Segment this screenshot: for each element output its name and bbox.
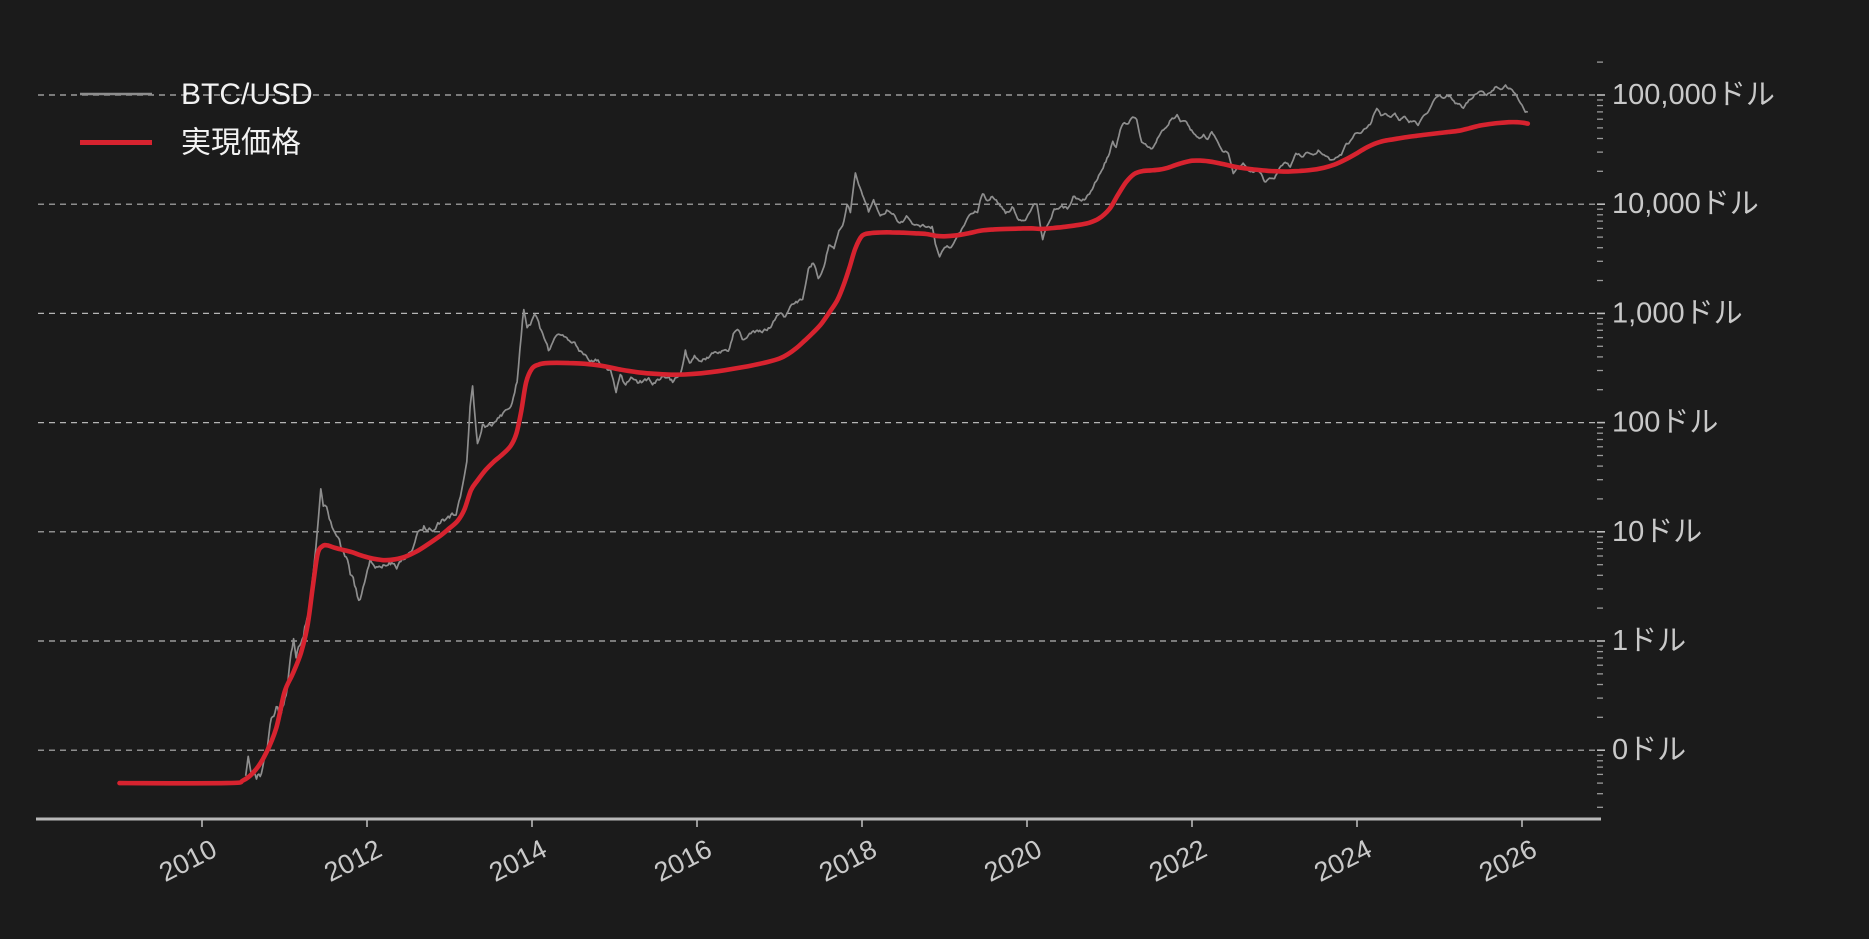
legend: BTC/USD 実現価格 <box>80 78 313 160</box>
x-tick-label: 2014 <box>484 834 551 888</box>
y-gridlines <box>38 94 1598 751</box>
y-tick-label: 100ドル <box>1612 407 1718 439</box>
y-tick-labels: 100,000ドル 10,000ドル 1,000ドル 100ドル 10ドル 1ドル 0ドル <box>1612 79 1775 766</box>
x-tick-label: 2010 <box>154 834 221 888</box>
x-tick-label: 2016 <box>649 834 716 888</box>
y-tick-label: 10,000ドル <box>1612 188 1759 220</box>
y-tick-label: 1ドル <box>1612 625 1686 657</box>
x-tick-label: 2012 <box>319 834 386 888</box>
x-tick-label: 2018 <box>814 834 881 888</box>
x-tick-marks <box>201 820 1523 827</box>
y-tick-label: 1,000ドル <box>1612 297 1743 329</box>
x-tick-label: 2026 <box>1474 834 1541 888</box>
x-tick-label: 2022 <box>1144 834 1211 888</box>
realized-price-line <box>117 119 1531 786</box>
x-tick-labels: 2010 2012 2014 2016 2018 2020 2022 2024 2026 <box>154 834 1541 888</box>
x-tick-label: 2024 <box>1309 834 1376 888</box>
legend-btc-label: BTC/USD <box>181 78 313 111</box>
btc-usd-line <box>244 84 1529 780</box>
y-tick-label: 10ドル <box>1612 516 1702 548</box>
x-tick-label: 2020 <box>979 834 1046 888</box>
y-tick-label: 100,000ドル <box>1612 79 1775 111</box>
legend-realized-label: 実現価格 <box>181 127 301 160</box>
y-tick-label: 0ドル <box>1612 734 1686 766</box>
right-axis-ticks <box>1597 61 1605 808</box>
